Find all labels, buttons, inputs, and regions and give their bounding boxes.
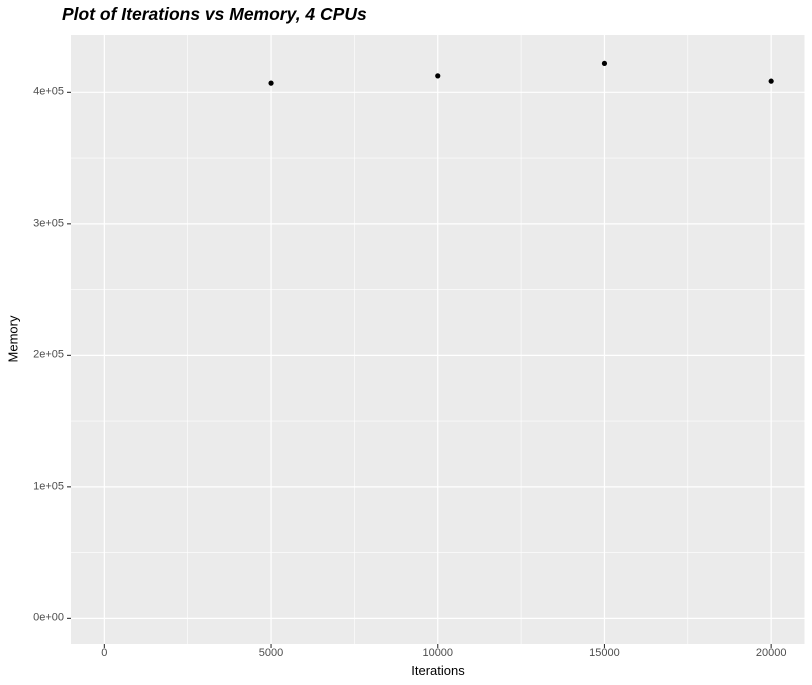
y-tick-label: 1e+05 [33,480,64,493]
data-point [268,80,274,86]
y-tick-label: 3e+05 [33,217,64,230]
data-point [601,60,608,67]
x-tick-label: 15000 [589,647,620,659]
y-tick-label: 0e+00 [33,611,64,624]
x-axis-title: Iterations [411,663,465,678]
data-point [435,73,441,79]
chart-title: Plot of Iterations vs Memory, 4 CPUs [62,4,367,24]
x-tick-label: 0 [101,647,108,659]
y-axis-title: Memory [5,315,21,363]
y-tick-label: 2e+05 [33,348,64,361]
data-point [768,78,774,84]
y-tick-label: 4e+05 [33,85,64,98]
x-tick-label: 20000 [755,647,787,659]
x-tick-label: 5000 [258,647,284,659]
x-tick-label: 10000 [422,647,454,659]
